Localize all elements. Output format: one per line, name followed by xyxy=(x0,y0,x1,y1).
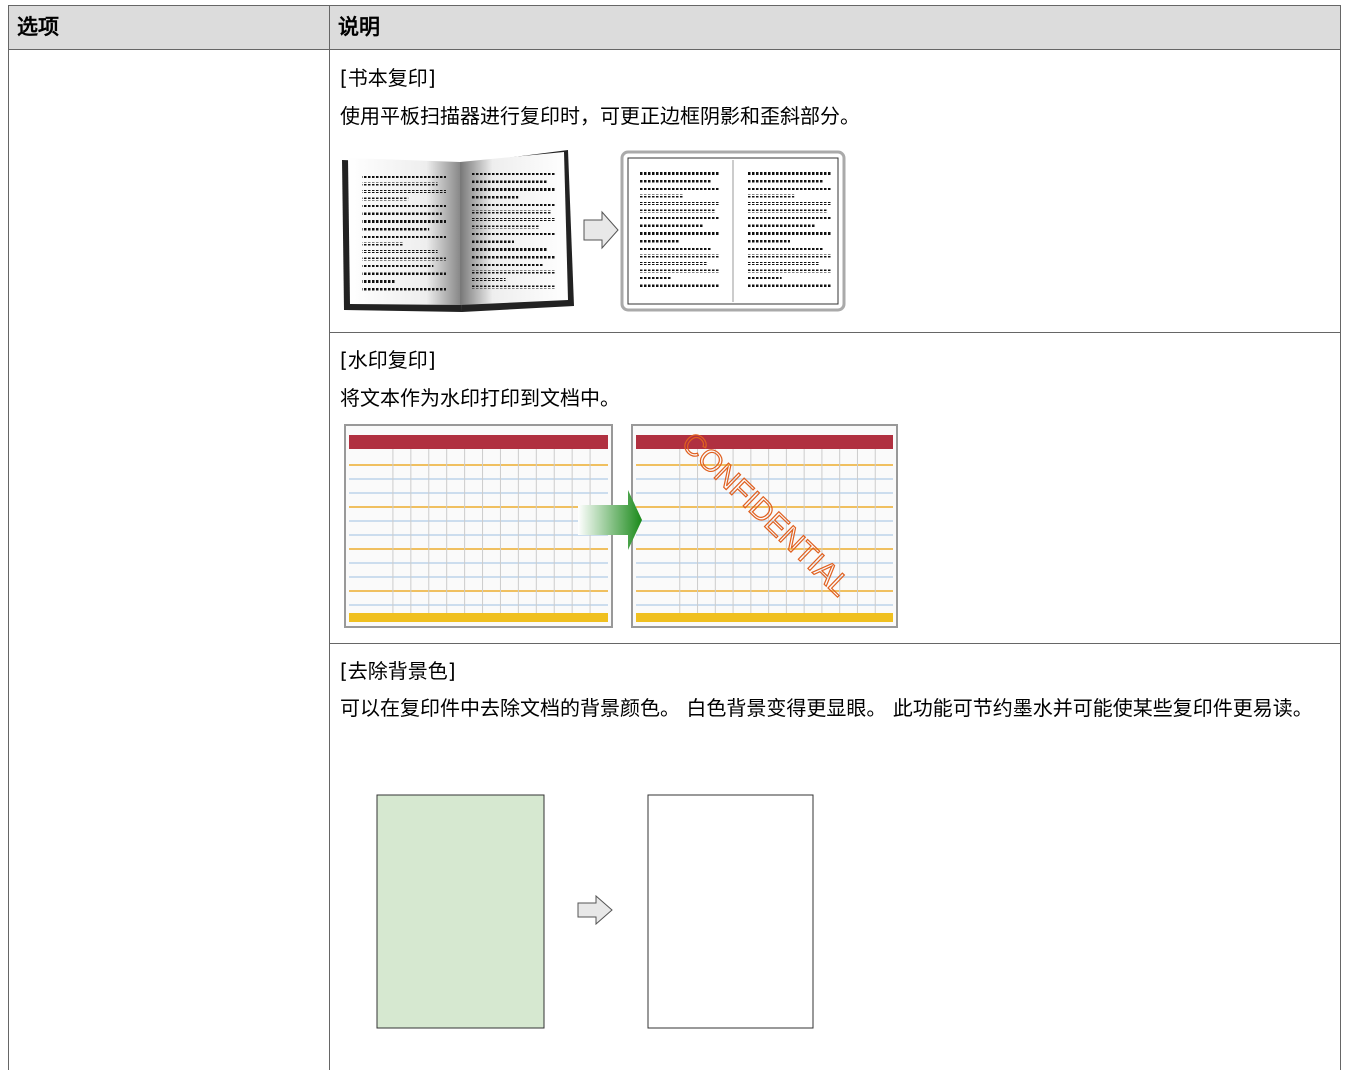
text-line xyxy=(362,227,430,231)
text-line xyxy=(472,248,548,251)
text-line xyxy=(472,173,556,176)
text-line xyxy=(362,265,434,268)
text-line xyxy=(472,255,556,259)
text-line xyxy=(748,179,824,183)
text-line xyxy=(748,202,832,205)
table-border xyxy=(329,332,1341,333)
text-line xyxy=(472,285,556,289)
text-line xyxy=(640,247,712,250)
text-line xyxy=(640,202,720,205)
text-line xyxy=(748,232,832,235)
sheet-footer xyxy=(349,613,608,622)
section-title: [水印复印] xyxy=(340,348,436,372)
text-line xyxy=(362,175,446,178)
arrow xyxy=(577,894,613,926)
text-line xyxy=(748,254,832,258)
text-line xyxy=(472,225,540,229)
header-text: 说明 xyxy=(338,15,380,39)
table-border xyxy=(329,643,1341,644)
section-description: 使用平板扫描器进行复印时，可更正边框阴影和歪斜部分。 xyxy=(340,104,860,128)
text-line xyxy=(640,277,672,280)
text-line xyxy=(748,187,832,190)
text-line xyxy=(472,195,519,199)
text-line xyxy=(748,217,832,220)
text-line xyxy=(362,280,396,283)
text-line xyxy=(640,217,720,220)
text-line xyxy=(472,233,556,236)
text-line xyxy=(362,250,438,253)
text-line xyxy=(362,235,446,238)
text-line xyxy=(640,224,704,228)
text-line xyxy=(472,180,548,184)
text-line xyxy=(472,218,556,221)
table-border xyxy=(329,5,330,1070)
text-line xyxy=(748,277,782,280)
text-line xyxy=(748,209,828,213)
text-line xyxy=(748,262,820,265)
text-line xyxy=(472,240,514,244)
text-line xyxy=(640,179,712,183)
text-line xyxy=(472,188,556,191)
text-line xyxy=(748,239,790,243)
table-border xyxy=(8,49,1341,50)
spreadsheet xyxy=(631,424,898,628)
sheet-header xyxy=(349,435,608,449)
text-line xyxy=(640,262,708,265)
page xyxy=(376,794,545,1029)
page-frame xyxy=(627,157,839,305)
text-line xyxy=(362,220,446,223)
text-line xyxy=(748,194,795,198)
text-line xyxy=(362,242,404,246)
text-line xyxy=(472,210,552,214)
table-border xyxy=(1340,5,1341,1070)
text-line xyxy=(362,182,438,186)
header-text: 选项 xyxy=(17,15,59,39)
book-page xyxy=(348,158,460,305)
text-line xyxy=(748,269,832,273)
page xyxy=(647,794,814,1029)
text-line xyxy=(640,239,680,243)
text-line xyxy=(748,284,832,288)
text-line xyxy=(640,269,720,273)
text-line xyxy=(362,197,409,201)
text-line xyxy=(640,284,720,288)
section-title: [书本复印] xyxy=(340,66,436,90)
text-line xyxy=(362,272,446,276)
text-line xyxy=(748,172,832,175)
section-title: [去除背景色] xyxy=(340,659,456,683)
text-line xyxy=(362,287,446,291)
text-line xyxy=(640,254,720,258)
text-line xyxy=(472,270,556,274)
sheet-header xyxy=(636,435,893,449)
section-description: 可以在复印件中去除文档的背景颜色。 白色背景变得更显眼。 此功能可节约墨水并可能… xyxy=(340,696,1313,720)
text-line xyxy=(472,203,556,206)
text-line xyxy=(748,247,824,250)
text-line xyxy=(640,194,684,198)
table-border xyxy=(8,5,9,1070)
arrow xyxy=(583,210,619,250)
text-line xyxy=(362,257,446,261)
text-line xyxy=(748,224,816,228)
text-line xyxy=(472,263,544,266)
sheet-footer xyxy=(636,613,893,622)
text-line xyxy=(640,209,716,213)
header-cell: 说明 xyxy=(330,6,1340,49)
text-line xyxy=(640,187,720,190)
arrow xyxy=(578,490,642,550)
table-border xyxy=(8,5,1341,6)
text-line xyxy=(362,205,446,208)
text-line xyxy=(362,212,442,216)
text-line xyxy=(640,232,720,235)
spreadsheet xyxy=(344,424,613,628)
text-line xyxy=(472,278,506,281)
header-cell: 选项 xyxy=(9,6,329,49)
text-line xyxy=(640,172,720,175)
section-description: 将文本作为水印打印到文档中。 xyxy=(340,386,620,410)
text-line xyxy=(362,190,446,193)
